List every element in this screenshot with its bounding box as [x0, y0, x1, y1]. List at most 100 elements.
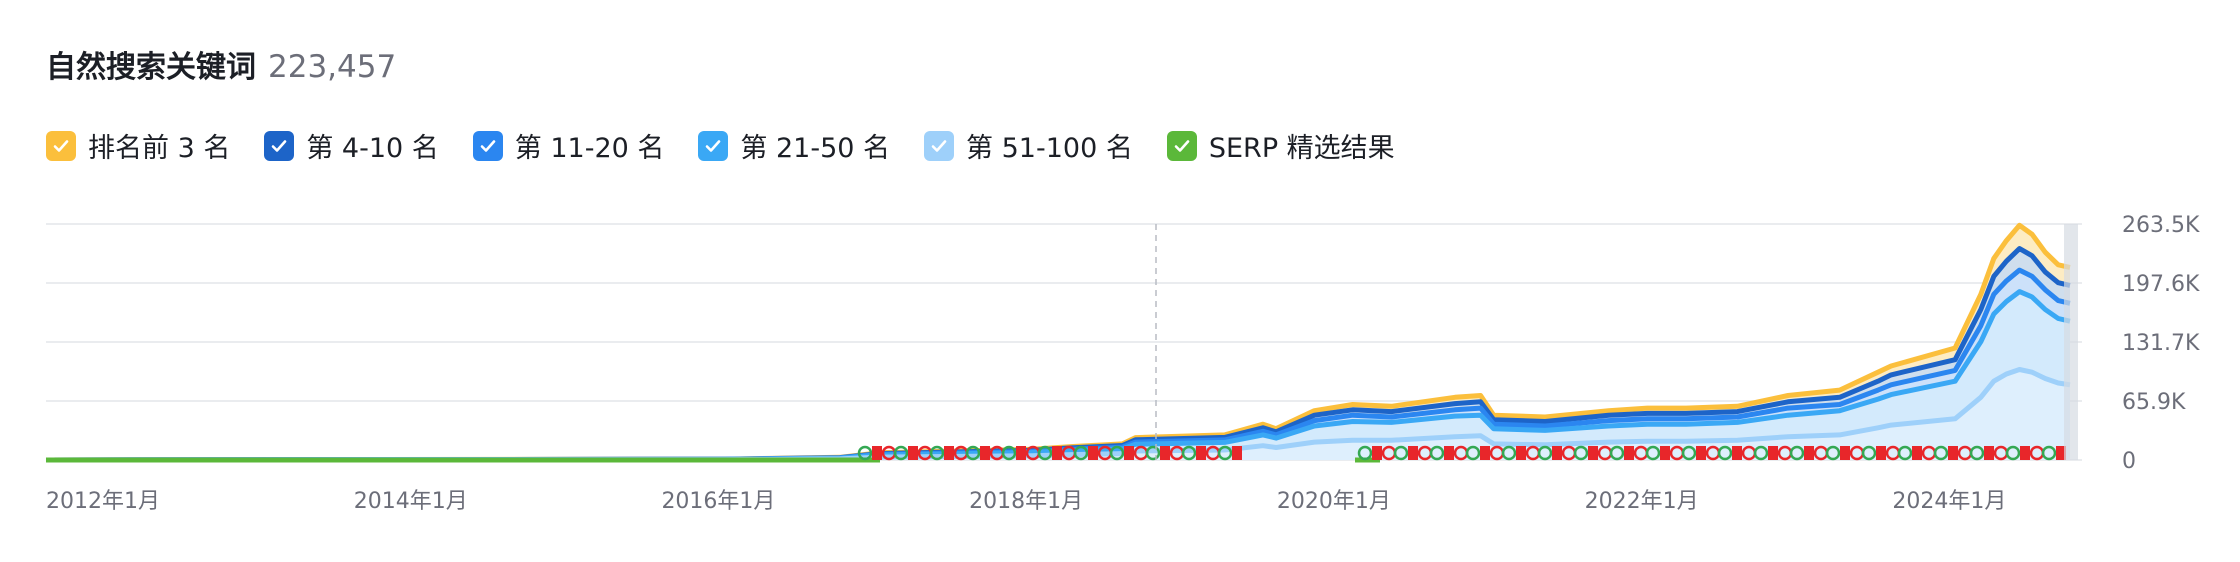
- google-icon: [1109, 445, 1125, 461]
- serp-flag-icon: [1516, 446, 1526, 460]
- serp-flag-icon: [1912, 446, 1922, 460]
- serp-flag-icon: [1660, 446, 1670, 460]
- google-icon: [1393, 445, 1409, 461]
- google-icon: [1753, 445, 1769, 461]
- y-axis-ticks: 0 65.9K 131.7K 197.6K 263.5K: [2122, 213, 2200, 474]
- google-icon: [1933, 445, 1949, 461]
- period-end-band: [2064, 224, 2078, 460]
- legend-label: 第 11-20 名: [514, 133, 665, 164]
- legend-label: SERP 精选结果: [1208, 133, 1395, 164]
- serp-flag-icon: [1232, 446, 1242, 460]
- x-tick-label: 2024年1月: [1892, 489, 2006, 514]
- serp-flag-icon: [1196, 446, 1206, 460]
- legend-item-21-50[interactable]: 第 21-50 名: [698, 126, 890, 165]
- series-line: [45, 367, 2071, 463]
- legend-item-51-100[interactable]: 第 51-100 名: [924, 126, 1133, 165]
- google-icon: [1969, 445, 1985, 461]
- google-icon: [1181, 445, 1197, 461]
- google-icon: [1465, 445, 1481, 461]
- serp-flag-icon: [1876, 446, 1886, 460]
- serp-flag-icon: [1732, 446, 1742, 460]
- google-icon: [1681, 445, 1697, 461]
- x-tick-label: 2014年1月: [354, 489, 468, 514]
- serp-flag-icon: [1588, 446, 1598, 460]
- google-icon: [1429, 445, 1445, 461]
- checkbox-icon[interactable]: [472, 130, 503, 161]
- legend-item-4-10[interactable]: 第 4-10 名: [264, 126, 439, 165]
- google-icon: [1357, 445, 1373, 461]
- legend-item-serp[interactable]: SERP 精选结果: [1166, 126, 1395, 165]
- legend-label: 排名前 3 名: [88, 133, 231, 164]
- series-line: [45, 289, 2071, 463]
- google-icon: [1573, 445, 1589, 461]
- google-icon: [1717, 445, 1733, 461]
- google-icon: [1609, 445, 1625, 461]
- checkbox-icon[interactable]: [1166, 130, 1197, 161]
- series-areas: [46, 225, 2070, 460]
- google-icon: [857, 445, 873, 461]
- google-icon: [1217, 445, 1233, 461]
- legend-item-top3[interactable]: 排名前 3 名: [46, 126, 230, 165]
- checkbox-icon[interactable]: [924, 130, 955, 161]
- google-icon: [1037, 445, 1053, 461]
- checkbox-icon[interactable]: [46, 130, 76, 161]
- google-icon: [1825, 445, 1841, 461]
- legend: 排名前 3 名 第 4-10 名 第 11-20 名 第 21-50 名 第 5…: [46, 126, 1429, 165]
- google-icon: [1073, 445, 1089, 461]
- google-icon: [1501, 445, 1517, 461]
- serp-flag-icon: [1984, 446, 1994, 460]
- x-tick-label: 2016年1月: [661, 489, 775, 514]
- google-icon: [1789, 445, 1805, 461]
- series-area: [46, 291, 2070, 460]
- checkbox-icon[interactable]: [698, 130, 729, 161]
- serp-flag-icon: [1552, 446, 1562, 460]
- serp-flag-icon: [2020, 446, 2030, 460]
- serp-flag-icon: [1804, 446, 1814, 460]
- google-icon: [893, 445, 909, 461]
- serp-flag-icon: [1016, 446, 1026, 460]
- serp-flag-icon: [1480, 446, 1490, 460]
- serp-flag-icon: [1124, 446, 1134, 460]
- legend-item-11-20[interactable]: 第 11-20 名: [472, 126, 665, 165]
- serp-flag-icon: [1444, 446, 1454, 460]
- serp-flag-icon: [1948, 446, 1958, 460]
- serp-flag-icon: [2056, 446, 2066, 460]
- checkbox-icon[interactable]: [264, 130, 295, 161]
- legend-label: 第 4-10 名: [306, 133, 439, 164]
- x-tick-label: 2018年1月: [969, 489, 1083, 514]
- serp-flag-icon: [1372, 446, 1382, 460]
- google-icon: [1897, 445, 1913, 461]
- serp-flag-icon: [1624, 446, 1634, 460]
- google-icon: [2041, 445, 2057, 461]
- widget-title: 自然搜索关键词: [46, 50, 256, 85]
- serp-flag-icon: [1052, 446, 1062, 460]
- google-icon: [1001, 445, 1017, 461]
- serp-flag-icon: [944, 446, 954, 460]
- serp-flag-icon: [980, 446, 990, 460]
- series-area: [46, 369, 2070, 460]
- y-tick-label: 131.7K: [2122, 331, 2200, 356]
- serp-flag-icon: [1768, 446, 1778, 460]
- x-tick-label: 2012年1月: [46, 489, 160, 514]
- serp-flag-icon: [872, 446, 882, 460]
- legend-label: 第 51-100 名: [966, 133, 1133, 164]
- header: 自然搜索关键词 223,457: [46, 42, 396, 86]
- serp-flag-icon: [1840, 446, 1850, 460]
- y-tick-label: 263.5K: [2122, 213, 2200, 238]
- serp-flag-icon: [1160, 446, 1170, 460]
- google-icon: [965, 445, 981, 461]
- google-icon: [1645, 445, 1661, 461]
- serp-flag-icon: [1408, 446, 1418, 460]
- y-tick-label: 0: [2122, 449, 2136, 474]
- serp-flag-icon: [1696, 446, 1706, 460]
- y-tick-label: 197.6K: [2122, 272, 2200, 297]
- x-tick-label: 2022年1月: [1585, 489, 1699, 514]
- google-icon: [929, 445, 945, 461]
- google-icon: [1537, 445, 1553, 461]
- x-tick-label: 2020年1月: [1277, 489, 1391, 514]
- y-tick-label: 65.9K: [2122, 390, 2186, 415]
- serp-flag-icon: [1088, 446, 1098, 460]
- google-icon: [1145, 445, 1161, 461]
- legend-label: 第 21-50 名: [740, 133, 891, 164]
